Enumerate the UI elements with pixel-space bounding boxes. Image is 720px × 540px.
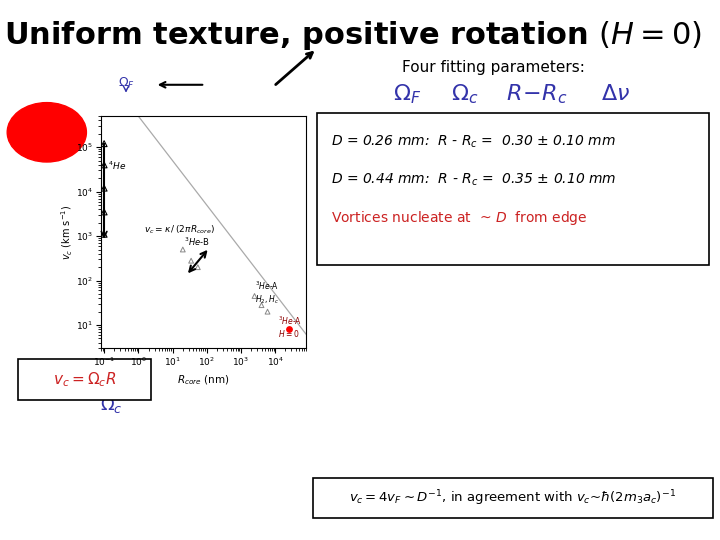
Point bbox=[283, 325, 294, 334]
Text: $^4He$: $^4He$ bbox=[108, 160, 126, 172]
Text: $^3He$-A: $^3He$-A bbox=[255, 280, 279, 293]
Y-axis label: $v_c$ (km s$^{-1}$): $v_c$ (km s$^{-1}$) bbox=[59, 205, 75, 260]
Text: $^3He$-A: $^3He$-A bbox=[278, 315, 302, 327]
Point bbox=[249, 292, 261, 300]
Text: $\Omega_c$: $\Omega_c$ bbox=[100, 395, 123, 415]
Text: $\Delta\nu$: $\Delta\nu$ bbox=[601, 84, 630, 105]
Point bbox=[256, 301, 267, 309]
Text: $\Omega_F$: $\Omega_F$ bbox=[117, 76, 135, 91]
Point bbox=[99, 207, 110, 216]
FancyBboxPatch shape bbox=[18, 359, 151, 400]
Point bbox=[262, 307, 274, 316]
Point bbox=[185, 256, 197, 265]
Point bbox=[99, 184, 110, 192]
Text: $v_c = 4v_F \sim D^{-1}$, in agreement with $v_c$~$\hbar(2m_3 a_c)^{-1}$: $v_c = 4v_F \sim D^{-1}$, in agreement w… bbox=[349, 488, 677, 508]
Text: $R\!-\!R_c$: $R\!-\!R_c$ bbox=[505, 83, 567, 106]
Text: Four fitting parameters:: Four fitting parameters: bbox=[402, 60, 585, 75]
Text: Uniform texture, positive rotation $(H = 0)$: Uniform texture, positive rotation $(H =… bbox=[4, 18, 702, 52]
Text: $D$ = 0.26 mm:  $R$ - $R_c$ =  0.30 ± 0.10 mm: $D$ = 0.26 mm: $R$ - $R_c$ = 0.30 ± 0.10… bbox=[331, 134, 616, 150]
Text: $H_2, H_c$: $H_2, H_c$ bbox=[255, 294, 279, 306]
Text: $v_c = \kappa\,/\,(2\pi R_{core})$: $v_c = \kappa\,/\,(2\pi R_{core})$ bbox=[144, 224, 215, 236]
Text: $v_c = \Omega_c R$: $v_c = \Omega_c R$ bbox=[53, 370, 116, 389]
Text: $\Omega_c$: $\Omega_c$ bbox=[451, 83, 478, 106]
Point bbox=[177, 245, 189, 254]
Text: $H=0$: $H=0$ bbox=[278, 328, 300, 339]
Text: $^3He$-B: $^3He$-B bbox=[184, 235, 210, 248]
X-axis label: $R_{core}$ (nm): $R_{core}$ (nm) bbox=[177, 374, 230, 388]
Point bbox=[99, 139, 110, 148]
Point bbox=[99, 230, 110, 239]
Point bbox=[192, 263, 204, 272]
Text: $\Omega_F$: $\Omega_F$ bbox=[392, 83, 421, 106]
Point bbox=[99, 160, 110, 169]
FancyBboxPatch shape bbox=[313, 478, 713, 518]
FancyBboxPatch shape bbox=[317, 113, 709, 265]
Text: $D$ = 0.44 mm:  $R$ - $R_c$ =  0.35 ± 0.10 mm: $D$ = 0.44 mm: $R$ - $R_c$ = 0.35 ± 0.10… bbox=[331, 172, 616, 188]
Circle shape bbox=[7, 103, 86, 162]
Text: Vortices nucleate at  ~ $D$  from edge: Vortices nucleate at ~ $D$ from edge bbox=[331, 208, 588, 227]
